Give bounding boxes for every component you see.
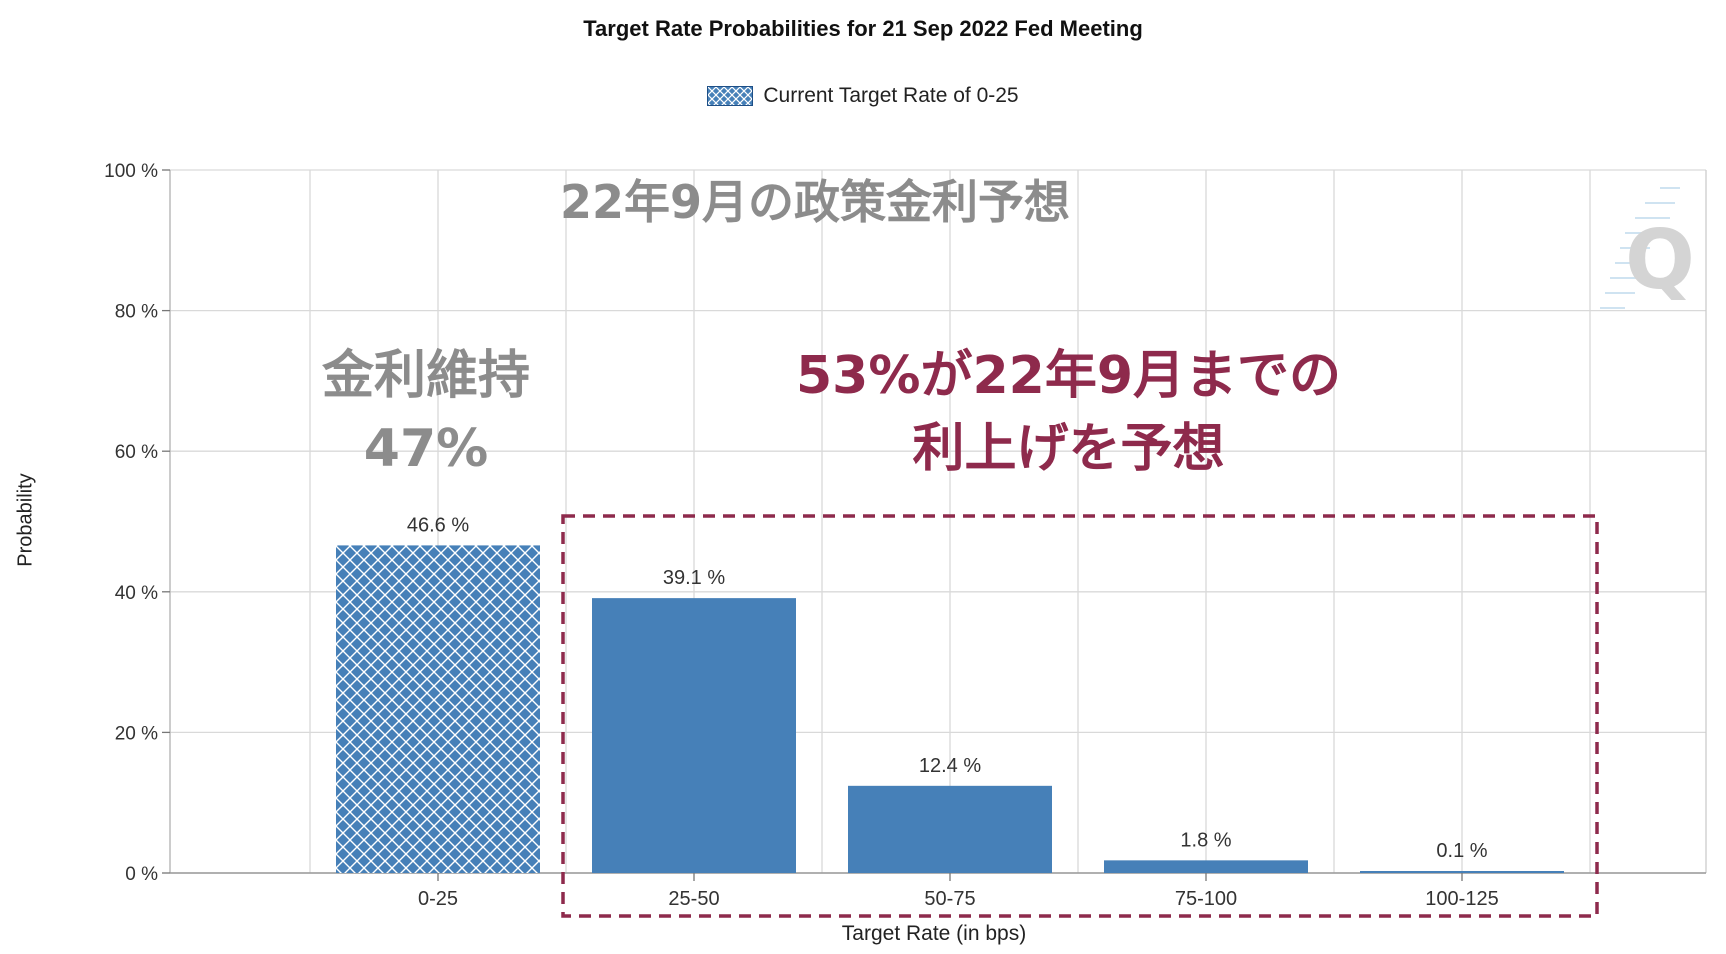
annotation-hike: 53%が22年9月までの 利上げを予想	[796, 340, 1341, 486]
y-tick-label: 60 %	[115, 442, 158, 463]
x-axis-label: Target Rate (in bps)	[841, 922, 1027, 945]
annotation-hike-line1: 53%が22年9月までの	[796, 346, 1342, 406]
x-tick-label: 25-50	[668, 888, 719, 910]
legend-label: Current Target Rate of 0-25	[763, 84, 1019, 107]
highlight-box	[561, 514, 1599, 918]
bar-value-label: 0.1 %	[1436, 840, 1487, 862]
bar-0-25	[336, 545, 540, 873]
grid-lines	[169, 169, 1707, 874]
x-tick-label: 0-25	[418, 888, 458, 910]
x-tick-label: 50-75	[924, 888, 975, 910]
y-tick-label: 20 %	[115, 723, 158, 744]
x-axis-ticks: 0-25 25-50 50-75 75-100 100-125	[418, 873, 1499, 910]
legend-swatch-hatched	[707, 86, 754, 106]
bar-100-125	[1360, 871, 1564, 873]
x-tick-label: 100-125	[1425, 888, 1498, 910]
annotation-hike-line2: 利上げを予想	[912, 418, 1225, 479]
bar-value-label: 12.4 %	[919, 755, 981, 777]
y-axis-ticks: 0 % 20 % 40 % 60 % 80 % 100 %	[104, 161, 170, 885]
annotation-hold-line1: 金利維持	[322, 346, 531, 406]
y-axis-label: Probability	[14, 473, 37, 567]
chart-title: Target Rate Probabilities for 21 Sep 202…	[583, 16, 1143, 41]
y-tick-label: 0 %	[125, 864, 158, 885]
bar-data-labels: 46.6 % 39.1 % 12.4 % 1.8 % 0.1 %	[407, 514, 1488, 862]
bar-value-label: 39.1 %	[663, 567, 725, 589]
bar-75-100	[1104, 860, 1308, 873]
bar-25-50	[592, 598, 796, 873]
bar-value-label: 46.6 %	[407, 514, 469, 536]
bar-value-label: 1.8 %	[1180, 829, 1231, 851]
quikstrike-q-logo-icon: Q	[1600, 187, 1695, 309]
annotation-title-jp: 22年9月の政策金利予想	[560, 175, 1071, 229]
bar-50-75	[848, 785, 1052, 873]
annotation-hold: 金利維持 47%	[322, 340, 530, 486]
y-tick-label: 100 %	[104, 161, 158, 182]
y-tick-label: 40 %	[115, 583, 158, 604]
svg-text:Q: Q	[1625, 213, 1695, 308]
annotation-hold-line2: 47%	[363, 418, 489, 479]
bars	[336, 545, 1564, 873]
y-tick-label: 80 %	[115, 302, 158, 323]
chart-legend: Current Target Rate of 0-25	[0, 84, 1726, 108]
x-tick-label: 75-100	[1175, 888, 1237, 910]
